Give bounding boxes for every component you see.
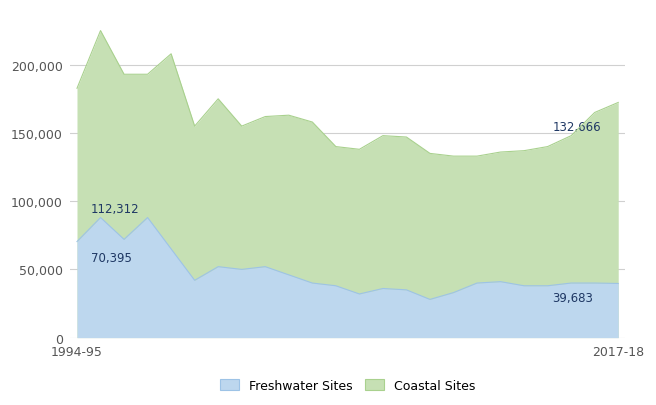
Legend: Freshwater Sites, Coastal Sites: Freshwater Sites, Coastal Sites	[215, 374, 480, 397]
Text: 132,666: 132,666	[552, 120, 601, 133]
Text: 112,312: 112,312	[91, 202, 140, 215]
Text: 39,683: 39,683	[552, 292, 593, 305]
Text: 70,395: 70,395	[91, 251, 132, 264]
